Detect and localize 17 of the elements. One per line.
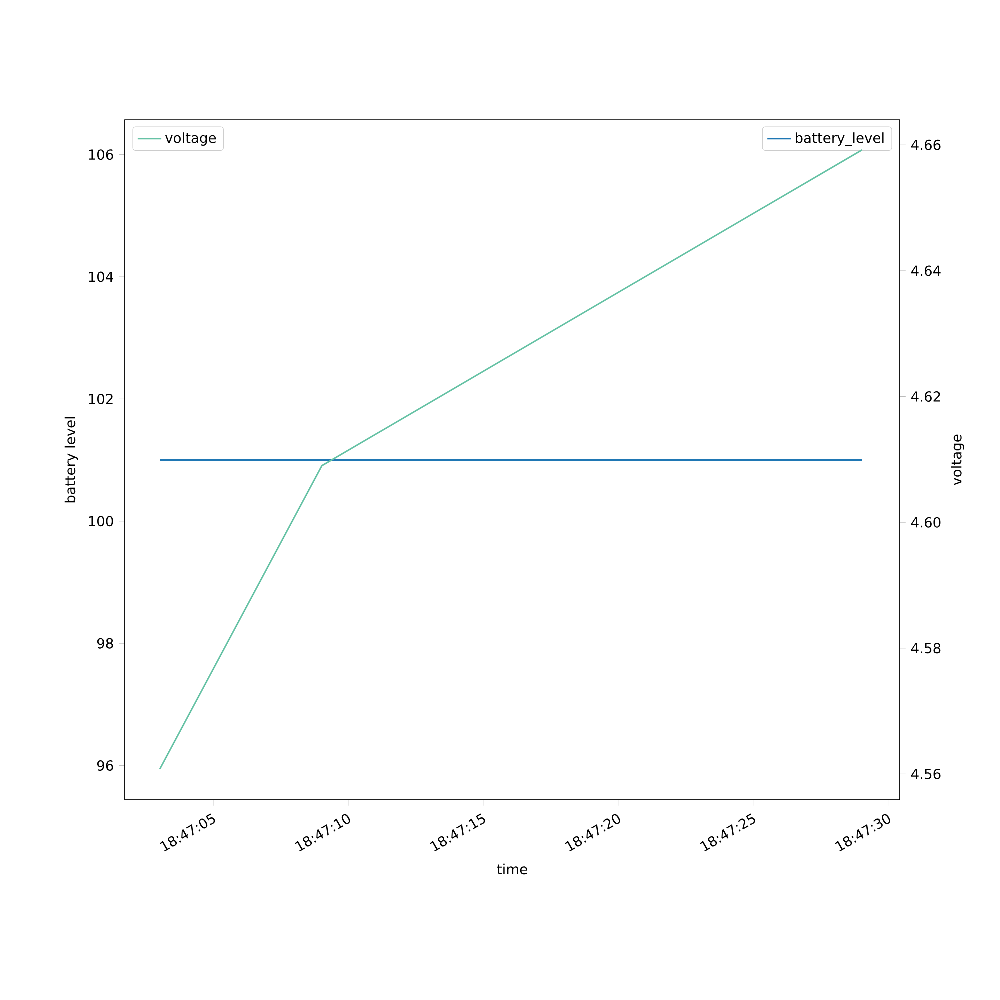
y2-axis-title: voltage [951,434,965,486]
y2-tick-label: 4.58 [911,643,941,654]
y-tick-label: 100 [89,516,114,527]
y2-tick-label: 4.60 [911,517,941,528]
x-axis-title: time [497,864,528,875]
y-tick-label: 106 [89,150,114,160]
y2-tick-label: 4.64 [911,266,941,276]
legend-label: battery_level [796,132,884,146]
y-axis-title: battery level [64,417,78,503]
legend-label: voltage [166,132,216,146]
y2-tick-label: 4.62 [911,392,940,402]
y-tick-label: 102 [89,394,113,404]
y-tick-label: 104 [89,272,114,282]
y2-tick-label: 4.56 [911,768,941,780]
y-tick-label: 96 [97,760,114,772]
y2-tick-label: 4.66 [911,140,941,150]
y-tick-label: 98 [97,638,114,649]
